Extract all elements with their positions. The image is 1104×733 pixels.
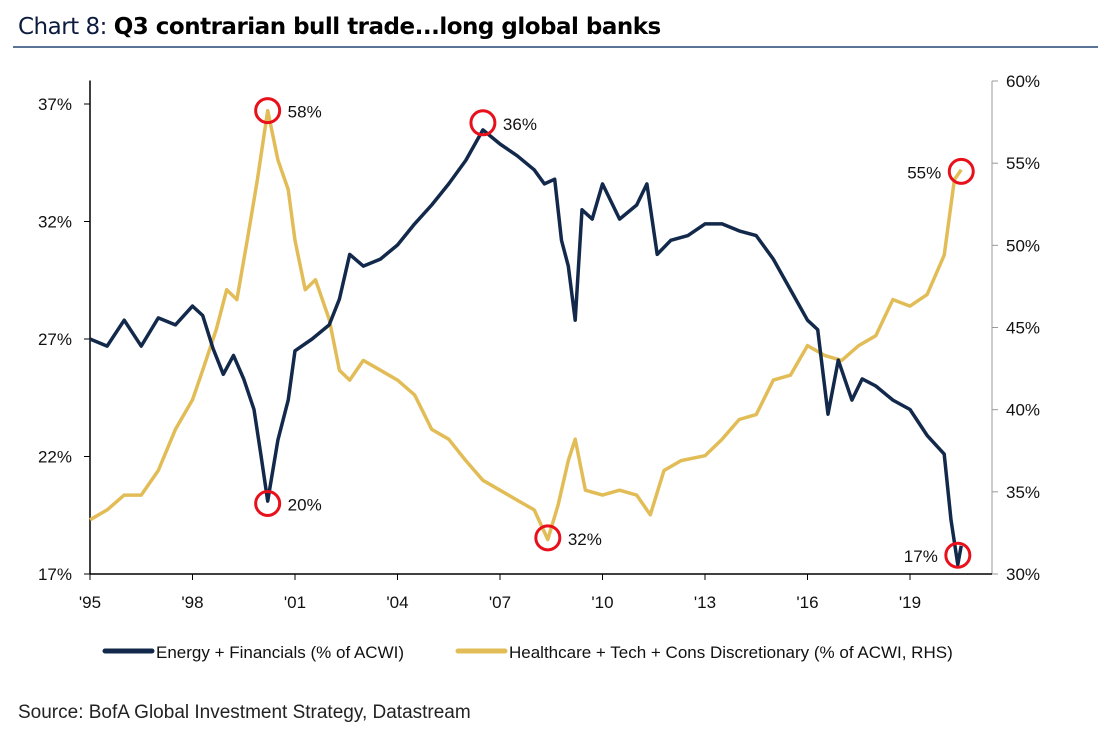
x-tick-label: '01 — [284, 593, 306, 612]
annotation-circle — [469, 109, 497, 137]
x-tick-label: '95 — [79, 593, 101, 612]
annotation-label: 36% — [503, 115, 537, 134]
annotation-label: 32% — [568, 530, 602, 549]
annotation-label: 58% — [288, 103, 322, 122]
right-tick-label: 35% — [1006, 483, 1040, 502]
annotation-label: 17% — [904, 547, 938, 566]
source-note: Source: BofA Global Investment Strategy,… — [18, 702, 471, 723]
left-tick-label: 22% — [38, 448, 72, 467]
chart-number: Chart 8: — [18, 14, 114, 40]
x-tick-label: '10 — [591, 593, 613, 612]
series-line-healthcare-tech-cons — [89, 108, 963, 542]
title-divider — [13, 46, 1098, 48]
chart-title: Chart 8: Q3 contrarian bull trade...long… — [18, 14, 661, 40]
legend-label-energy-financials: Energy + Financials (% of ACWI) — [156, 643, 404, 662]
left-tick-label: 32% — [38, 213, 72, 232]
legend-label-healthcare-tech-cons: Healthcare + Tech + Cons Discretionary (… — [509, 643, 953, 662]
left-tick-label: 17% — [38, 565, 72, 584]
x-tick-label: '07 — [489, 593, 511, 612]
series-line-energy-financials — [89, 128, 963, 567]
right-tick-label: 40% — [1006, 401, 1040, 420]
annotation-circle — [534, 524, 562, 552]
left-tick-label: 37% — [38, 95, 72, 114]
annotation-label: 55% — [907, 163, 941, 182]
x-tick-label: '16 — [796, 593, 818, 612]
x-tick-label: '13 — [694, 593, 716, 612]
right-tick-label: 45% — [1006, 319, 1040, 338]
right-tick-label: 50% — [1006, 236, 1040, 255]
annotation-circle — [254, 97, 282, 125]
annotation-label: 20% — [288, 496, 322, 515]
right-tick-label: 60% — [1006, 72, 1040, 91]
line-chart: 17% 22% 27% 32% 37% 30% 35% 40% 45% 50% 55% 60% '95 '… — [38, 72, 1040, 662]
x-tick-label: '04 — [386, 593, 408, 612]
annotation-circle — [947, 157, 975, 185]
x-tick-label: '98 — [181, 593, 203, 612]
annotation-circle — [254, 490, 282, 517]
left-tick-label: 27% — [38, 330, 72, 349]
annotation-circle — [944, 541, 972, 569]
chart-title-text: Q3 contrarian bull trade...long global b… — [113, 14, 662, 40]
right-tick-label: 30% — [1006, 565, 1040, 584]
x-tick-label: '19 — [899, 593, 921, 612]
right-tick-label: 55% — [1006, 154, 1040, 173]
